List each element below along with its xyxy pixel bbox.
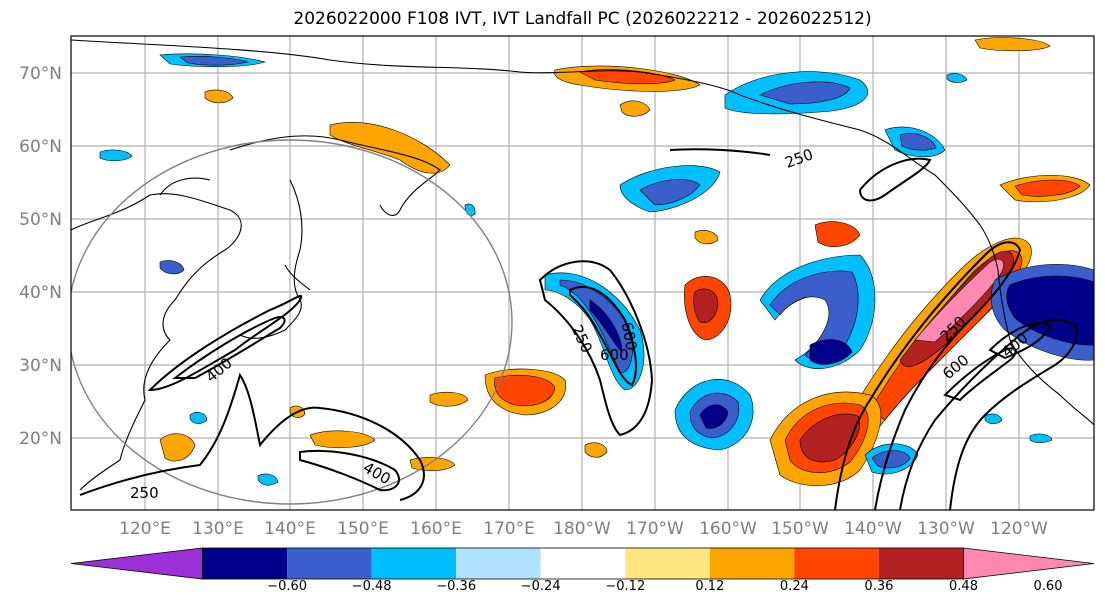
ivt-shading <box>99 37 1094 486</box>
lon-label: 130°E <box>192 519 244 539</box>
colorbar-segment <box>70 547 203 580</box>
ivt-contours <box>79 148 1078 510</box>
lat-label: 20°N <box>19 429 62 449</box>
lon-label: 120°W <box>990 519 1048 539</box>
colorbar-tick-label: 0.12 <box>695 579 724 594</box>
contour-label: 600 <box>618 321 641 352</box>
colorbar-tick-label: 0.48 <box>949 579 978 594</box>
lon-label: 160°W <box>699 519 757 539</box>
lon-label: 150°W <box>771 519 829 539</box>
latitude-labels: 70°N 60°N 50°N 40°N 30°N 20°N <box>19 64 62 449</box>
colorbar-tick-label: −0.60 <box>267 579 307 594</box>
lat-label: 40°N <box>19 283 62 303</box>
colorbar-tick-label: −0.24 <box>521 579 561 594</box>
lon-label: 150°E <box>337 519 389 539</box>
region-circle <box>71 139 513 505</box>
map-title: 2026022000 F108 IVT, IVT Landfall PC (20… <box>293 9 872 29</box>
lon-label: 170°E <box>483 519 535 539</box>
colorbar-segment <box>456 548 541 579</box>
lon-label: 120°E <box>119 519 171 539</box>
contour-label: 600 <box>600 346 629 364</box>
colorbar-tick-label: 0.36 <box>864 579 893 594</box>
colorbar-segment <box>371 548 457 579</box>
colorbar-segment <box>540 548 626 579</box>
lat-label: 50°N <box>19 210 62 230</box>
lon-label: 170°W <box>626 519 684 539</box>
lon-label: 180°W <box>553 519 611 539</box>
colorbar-ticks: −0.60 −0.48 −0.36 −0.24 −0.12 0.12 0.24 … <box>267 579 1062 594</box>
colorbar-tick-label: 0.60 <box>1034 579 1063 594</box>
colorbar-segment <box>625 548 710 579</box>
colorbar-segment <box>963 547 1095 580</box>
colorbar-tick-label: −0.48 <box>352 579 392 594</box>
lat-label: 70°N <box>19 64 62 84</box>
colorbar <box>70 547 1095 580</box>
map-frame <box>70 35 1095 511</box>
colorbar-segment <box>709 548 795 579</box>
contour-label: 250 <box>130 484 159 502</box>
colorbar-tick-label: −0.12 <box>605 579 645 594</box>
lat-label: 30°N <box>19 356 62 376</box>
longitude-labels: 120°E 130°E 140°E 150°E 160°E 170°E 180°… <box>119 519 1048 539</box>
lon-label: 140°W <box>844 519 902 539</box>
lat-label: 60°N <box>19 137 62 157</box>
colorbar-segment <box>202 548 288 579</box>
colorbar-border <box>202 547 964 580</box>
colorbar-tick-label: 0.24 <box>780 579 809 594</box>
lon-label: 130°W <box>917 519 975 539</box>
colorbar-segment <box>794 548 879 579</box>
colorbar-tick-label: −0.36 <box>436 579 476 594</box>
lon-label: 140°E <box>264 519 316 539</box>
colorbar-segment <box>287 548 372 579</box>
lon-label: 160°E <box>410 519 462 539</box>
colorbar-segment <box>878 548 964 579</box>
